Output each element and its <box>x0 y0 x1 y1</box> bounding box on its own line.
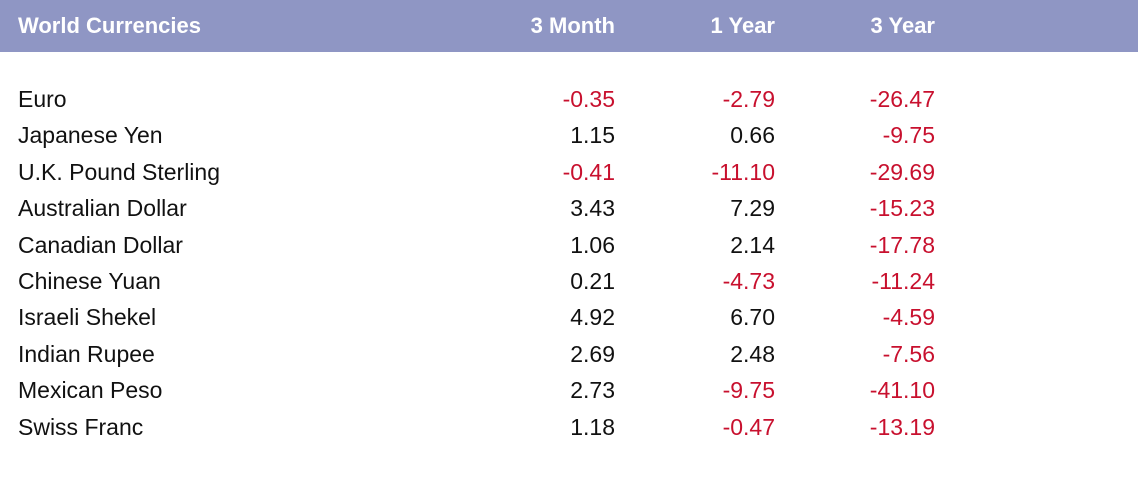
table-cell-value: 3.43 <box>570 195 615 221</box>
currency-name: Canadian Dollar <box>18 232 183 258</box>
table-cell-value: 6.70 <box>730 304 775 330</box>
table-cell-value: 0.66 <box>730 122 775 148</box>
currency-name: Israeli Shekel <box>18 304 157 330</box>
column-header-1-year: 1 Year <box>710 13 775 38</box>
table-cell-value: 0.21 <box>570 268 615 294</box>
table-cell-value: -9.75 <box>882 122 935 148</box>
currency-name: Swiss Franc <box>18 414 144 440</box>
currency-name: Chinese Yuan <box>18 268 161 294</box>
table-cell-value: -11.24 <box>871 268 935 294</box>
table-cell-value: -2.79 <box>722 86 775 112</box>
currency-name: Japanese Yen <box>18 122 163 148</box>
column-header-3-year: 3 Year <box>870 13 935 38</box>
table-cell-value: -0.47 <box>722 414 775 440</box>
table-cell-value: -7.56 <box>882 341 935 367</box>
currency-name: Indian Rupee <box>18 341 155 367</box>
currency-name: Mexican Peso <box>18 377 163 403</box>
table-cell-value: -29.69 <box>869 159 935 185</box>
table-cell-value: 2.14 <box>730 232 775 258</box>
table-cell-value: 2.73 <box>570 377 615 403</box>
column-header-3-month: 3 Month <box>530 13 615 38</box>
table-cell-value: 1.06 <box>570 232 615 258</box>
currency-name: Australian Dollar <box>18 195 187 221</box>
table-title: World Currencies <box>18 13 201 38</box>
table-cell-value: -4.73 <box>722 268 775 294</box>
table-cell-value: -9.75 <box>722 377 775 403</box>
table-cell-value: 2.69 <box>570 341 615 367</box>
table-cell-value: -4.59 <box>882 304 935 330</box>
table-cell-value: -26.47 <box>869 86 935 112</box>
table-cell-value: -0.41 <box>562 159 615 185</box>
table-cell-value: -13.19 <box>869 414 935 440</box>
currency-name: U.K. Pound Sterling <box>18 159 221 185</box>
table-cell-value: -15.23 <box>869 195 935 221</box>
currency-name: Euro <box>18 86 67 112</box>
table-cell-value: 1.18 <box>570 414 615 440</box>
table-cell-value: -17.78 <box>869 232 935 258</box>
table-header: World Currencies 3 Month 1 Year 3 Year <box>0 0 1138 52</box>
table-cell-value: 7.29 <box>730 195 775 221</box>
table-cell-value: -41.10 <box>869 377 935 403</box>
table-cell-value: 4.92 <box>570 304 615 330</box>
table-cell-value: 2.48 <box>730 341 775 367</box>
table-cell-value: -11.10 <box>711 159 775 185</box>
table-cell-value: -0.35 <box>562 86 615 112</box>
table-cell-value: 1.15 <box>570 122 615 148</box>
